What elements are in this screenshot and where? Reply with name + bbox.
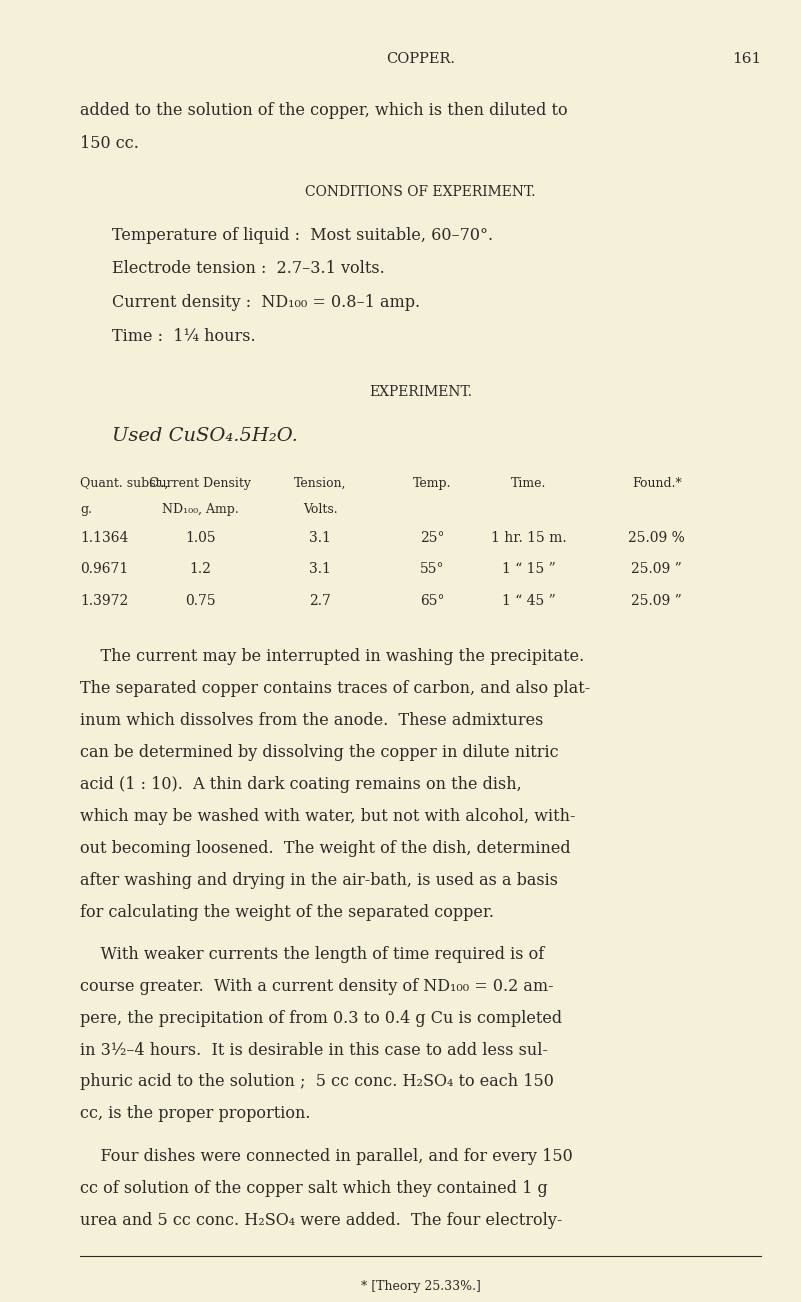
Text: 0.9671: 0.9671 xyxy=(80,562,128,577)
Text: Four dishes were connected in parallel, and for every 150: Four dishes were connected in parallel, … xyxy=(80,1148,573,1165)
Text: 1.1364: 1.1364 xyxy=(80,531,128,546)
Text: Tension,: Tension, xyxy=(294,477,347,490)
Text: cc, is the proper proportion.: cc, is the proper proportion. xyxy=(80,1105,311,1122)
Text: pere, the precipitation of from 0.3 to 0.4 g Cu is completed: pere, the precipitation of from 0.3 to 0… xyxy=(80,1010,562,1027)
Text: Temperature of liquid :  Most suitable, 60–70°.: Temperature of liquid : Most suitable, 6… xyxy=(112,227,493,243)
Text: inum which dissolves from the anode.  These admixtures: inum which dissolves from the anode. The… xyxy=(80,712,543,729)
Text: 55°: 55° xyxy=(421,562,445,577)
Text: which may be washed with water, but not with alcohol, with-: which may be washed with water, but not … xyxy=(80,809,576,825)
Text: Electrode tension :  2.7–3.1 volts.: Electrode tension : 2.7–3.1 volts. xyxy=(112,260,385,277)
Text: With weaker currents the length of time required is of: With weaker currents the length of time … xyxy=(80,947,545,963)
Text: Current Density: Current Density xyxy=(149,477,252,490)
Text: Found.*: Found.* xyxy=(632,477,682,490)
Text: phuric acid to the solution ;  5 cc conc. H₂SO₄ to each 150: phuric acid to the solution ; 5 cc conc.… xyxy=(80,1074,554,1091)
Text: g.: g. xyxy=(80,503,92,516)
Text: * [Theory 25.33%.]: * [Theory 25.33%.] xyxy=(360,1280,481,1293)
Text: can be determined by dissolving the copper in dilute nitric: can be determined by dissolving the copp… xyxy=(80,745,559,762)
Text: 2.7: 2.7 xyxy=(309,594,332,608)
Text: for calculating the weight of the separated copper.: for calculating the weight of the separa… xyxy=(80,904,494,921)
Text: CONDITIONS OF EXPERIMENT.: CONDITIONS OF EXPERIMENT. xyxy=(305,185,536,199)
Text: course greater.  With a current density of ND₁₀₀ = 0.2 am-: course greater. With a current density o… xyxy=(80,978,553,995)
Text: EXPERIMENT.: EXPERIMENT. xyxy=(369,385,472,400)
Text: Used CuSO₄.5H₂O.: Used CuSO₄.5H₂O. xyxy=(112,427,298,445)
Text: 25.09 ”: 25.09 ” xyxy=(631,594,682,608)
Text: 3.1: 3.1 xyxy=(309,562,332,577)
Text: ND₁₀₀, Amp.: ND₁₀₀, Amp. xyxy=(162,503,239,516)
Text: 0.75: 0.75 xyxy=(185,594,215,608)
Text: Time.: Time. xyxy=(511,477,546,490)
Text: The current may be interrupted in washing the precipitate.: The current may be interrupted in washin… xyxy=(80,648,585,665)
Text: Current density :  ND₁₀₀ = 0.8–1 amp.: Current density : ND₁₀₀ = 0.8–1 amp. xyxy=(112,294,421,311)
Text: 25.09 ”: 25.09 ” xyxy=(631,562,682,577)
Text: COPPER.: COPPER. xyxy=(386,52,455,66)
Text: 1 “ 45 ”: 1 “ 45 ” xyxy=(501,594,556,608)
Text: 3.1: 3.1 xyxy=(309,531,332,546)
Text: Volts.: Volts. xyxy=(303,503,338,516)
Text: urea and 5 cc conc. H₂SO₄ were added.  The four electroly-: urea and 5 cc conc. H₂SO₄ were added. Th… xyxy=(80,1212,562,1229)
Text: 1 hr. 15 m.: 1 hr. 15 m. xyxy=(491,531,566,546)
Text: 25°: 25° xyxy=(421,531,445,546)
Text: 161: 161 xyxy=(731,52,761,66)
Text: Time :  1¼ hours.: Time : 1¼ hours. xyxy=(112,328,256,345)
Text: out becoming loosened.  The weight of the dish, determined: out becoming loosened. The weight of the… xyxy=(80,840,571,857)
Text: 25.09 %: 25.09 % xyxy=(629,531,685,546)
Text: Quant. subst.,: Quant. subst., xyxy=(80,477,168,490)
Text: cc of solution of the copper salt which they contained 1 g: cc of solution of the copper salt which … xyxy=(80,1180,548,1197)
Text: 1.2: 1.2 xyxy=(189,562,211,577)
Text: 1.3972: 1.3972 xyxy=(80,594,128,608)
Text: added to the solution of the copper, which is then diluted to: added to the solution of the copper, whi… xyxy=(80,102,568,118)
Text: 65°: 65° xyxy=(421,594,445,608)
Text: after washing and drying in the air-bath, is used as a basis: after washing and drying in the air-bath… xyxy=(80,872,558,889)
Text: acid (1 : 10).  A thin dark coating remains on the dish,: acid (1 : 10). A thin dark coating remai… xyxy=(80,776,521,793)
Text: 1.05: 1.05 xyxy=(185,531,215,546)
Text: The separated copper contains traces of carbon, and also plat-: The separated copper contains traces of … xyxy=(80,681,590,698)
Text: 150 cc.: 150 cc. xyxy=(80,135,139,152)
Text: 1 “ 15 ”: 1 “ 15 ” xyxy=(501,562,556,577)
Text: in 3½–4 hours.  It is desirable in this case to add less sul-: in 3½–4 hours. It is desirable in this c… xyxy=(80,1042,548,1059)
Text: Temp.: Temp. xyxy=(413,477,452,490)
